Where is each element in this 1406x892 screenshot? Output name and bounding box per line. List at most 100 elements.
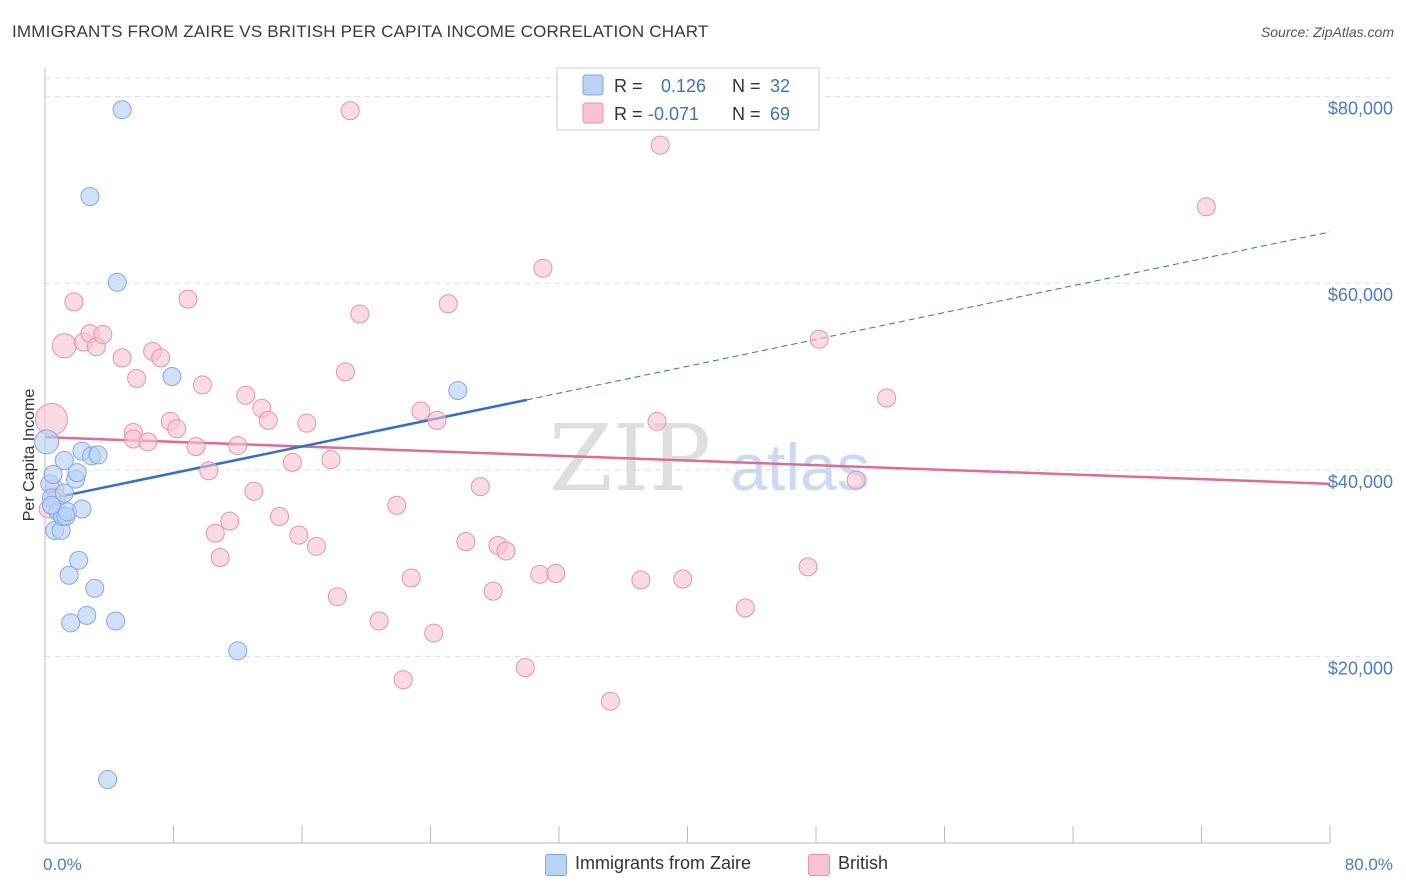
british-point <box>112 348 132 368</box>
british-point <box>167 419 187 439</box>
legend-label-british: British <box>838 853 889 873</box>
stats-r-label-pink: R = <box>614 104 643 124</box>
british-point <box>93 325 113 345</box>
y-axis-label: Per Capita Income <box>21 389 38 522</box>
zaire-point <box>54 451 74 470</box>
british-point <box>258 410 278 430</box>
british-point <box>470 477 490 497</box>
x-tick-label-max: 80.0% <box>1345 855 1393 874</box>
british-points <box>34 101 1216 711</box>
y-tick-label: $40,000 <box>1328 472 1393 492</box>
british-point <box>600 691 620 711</box>
zaire-point <box>448 381 468 401</box>
legend-swatch-zaire <box>545 854 567 876</box>
british-point <box>306 536 326 556</box>
british-point <box>798 557 818 577</box>
british-point <box>244 481 264 501</box>
british-point <box>205 523 225 543</box>
zaire-point <box>43 464 63 484</box>
british-point <box>178 289 198 309</box>
british-point <box>427 410 447 430</box>
british-point <box>846 470 866 490</box>
axes <box>44 68 1331 844</box>
british-point <box>533 258 553 278</box>
stats-r-value-pink: -0.071 <box>648 104 699 124</box>
british-point <box>220 511 240 531</box>
zaire-point <box>107 272 127 292</box>
stats-n-value-pink: 69 <box>770 104 790 124</box>
stats-n-label-blue: N = <box>732 76 761 96</box>
british-point <box>483 581 503 601</box>
y-tick-label: $60,000 <box>1328 285 1393 305</box>
british-point <box>735 598 755 618</box>
british-point <box>631 570 651 590</box>
british-point <box>192 375 212 395</box>
british-point <box>530 564 550 584</box>
zaire-point <box>80 186 100 206</box>
zaire-point <box>34 429 60 455</box>
zaire-point <box>85 578 105 598</box>
stats-box: R = 0.126 N = 32 R = -0.071 N = 69 <box>556 67 820 131</box>
british-point <box>496 541 516 561</box>
british-point <box>210 548 230 568</box>
british-point <box>186 437 206 457</box>
stats-r-value-blue: 0.126 <box>661 76 706 96</box>
british-point <box>393 670 413 690</box>
y-tick-label: $80,000 <box>1328 99 1393 119</box>
british-point <box>673 569 693 589</box>
stats-blue-swatch <box>582 74 604 96</box>
british-point <box>647 411 667 431</box>
british-point <box>127 368 147 388</box>
british-point <box>335 362 355 382</box>
zaire-point <box>106 611 126 631</box>
british-point <box>151 348 171 368</box>
british-point <box>282 452 302 472</box>
legend-label-zaire: Immigrants from Zaire <box>575 853 752 873</box>
trend-lines <box>44 231 1331 501</box>
british-point <box>424 623 444 643</box>
zaire-point <box>98 770 118 790</box>
zaire-point <box>72 499 92 519</box>
british-trend-line <box>44 435 1331 486</box>
british-point <box>138 432 158 452</box>
zaire-point <box>54 483 74 503</box>
british-point <box>350 304 370 324</box>
stats-pink-swatch <box>582 102 604 124</box>
british-point <box>327 587 347 607</box>
british-point <box>289 525 309 545</box>
british-point <box>877 388 897 408</box>
british-point <box>340 101 360 121</box>
zaire-point <box>59 565 79 585</box>
zaire-point <box>61 613 81 633</box>
legend-swatch-british <box>808 854 830 876</box>
grid-lines <box>45 77 1393 657</box>
zaire-point <box>77 605 97 625</box>
zaire-point <box>162 367 182 387</box>
british-point <box>456 532 476 552</box>
british-point <box>270 506 290 526</box>
british-point <box>228 436 248 456</box>
british-point <box>64 292 84 312</box>
british-point <box>515 658 535 678</box>
y-tick-labels: $20,000 $40,000 $60,000 $80,000 <box>1328 99 1393 679</box>
y-tick-label: $20,000 <box>1328 658 1393 678</box>
british-point <box>321 450 341 470</box>
chart-source: Source: ZipAtlas.com <box>1260 24 1394 40</box>
chart-title: IMMIGRANTS FROM ZAIRE VS BRITISH PER CAP… <box>12 22 709 41</box>
british-point <box>809 329 829 349</box>
british-point <box>297 413 317 433</box>
zaire-point <box>88 445 108 465</box>
zaire-point <box>69 550 89 570</box>
british-point <box>546 563 566 583</box>
stats-n-value-blue: 32 <box>770 76 790 96</box>
british-point <box>401 568 421 588</box>
zaire-point <box>67 463 87 483</box>
british-point <box>650 135 670 155</box>
british-point <box>411 401 431 421</box>
zaire-point <box>112 100 132 120</box>
x-tick-label-min: 0.0% <box>43 855 82 874</box>
zaire-trend-extension <box>526 231 1331 401</box>
zaire-points <box>34 100 468 790</box>
zaire-point <box>41 495 61 515</box>
